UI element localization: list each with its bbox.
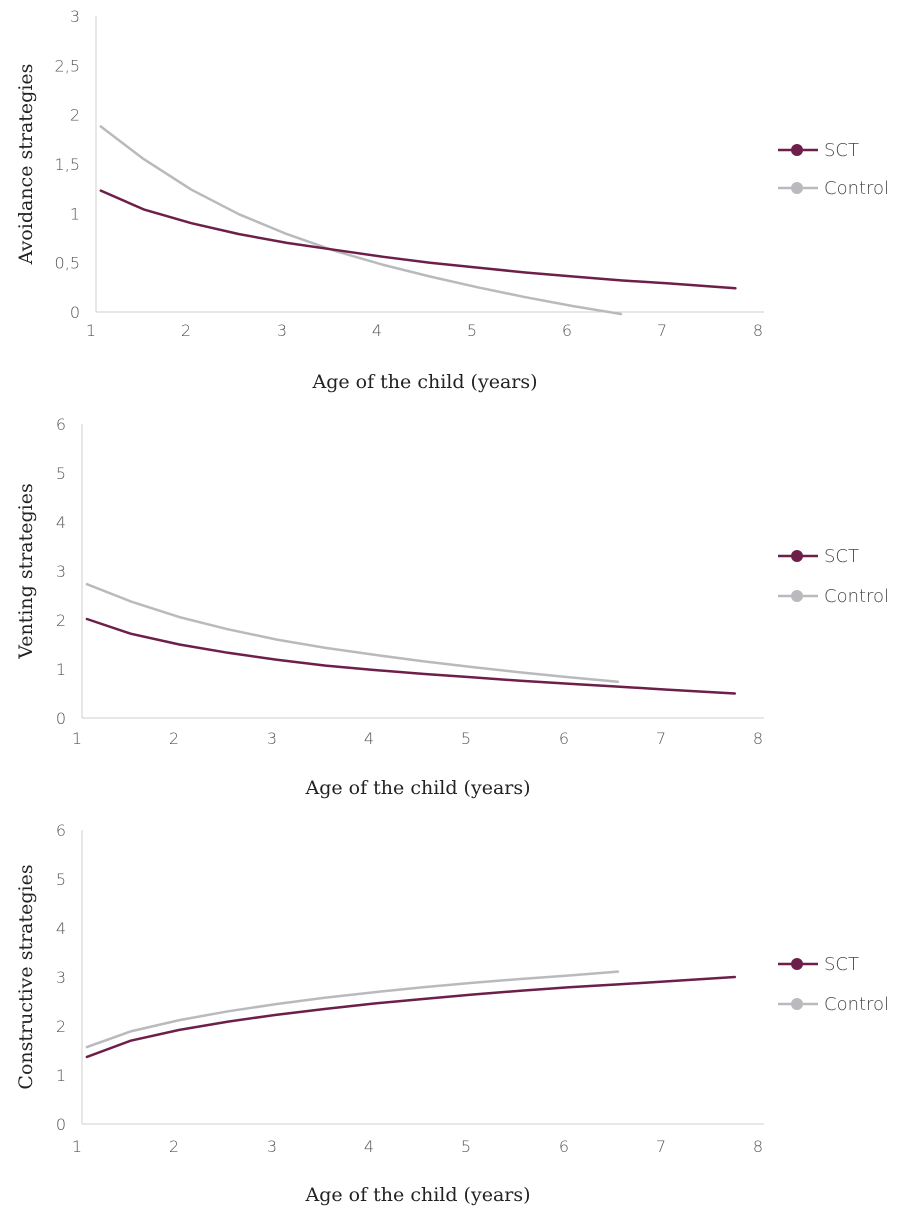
x-tick-label: 7 [657, 321, 667, 340]
legend-label: Control [824, 178, 889, 199]
y-tick-label: 5 [56, 464, 66, 483]
chart-1: 0 0,5 1 1,5 2 2,5 3 1 2 3 4 5 6 7 8 Age of the child (y… [15, 7, 889, 393]
x-axis-title: Age of the child (years) [304, 1184, 530, 1206]
y-tick-label: 2,5 [55, 56, 80, 75]
y-tick-label: 2 [70, 106, 80, 125]
legend-label: Control [824, 994, 889, 1015]
x-tick-label: 3 [267, 729, 277, 748]
y-tick-label: 2 [56, 1017, 66, 1036]
legend-item-control: Control [778, 994, 889, 1015]
y-tick-label: 0 [56, 1115, 66, 1134]
legend-item-sct: SCT [778, 140, 859, 161]
x-axis-title: Age of the child (years) [311, 371, 537, 393]
legend-marker [791, 550, 803, 562]
series-line-sct [85, 617, 737, 695]
y-tick-label: 0 [56, 709, 66, 728]
x-tick-label: 5 [461, 1137, 471, 1156]
y-tick-label: 3 [56, 968, 66, 987]
x-tick-label: 5 [467, 321, 477, 340]
y-tick-label: 6 [56, 415, 66, 434]
x-tick-label: 2 [181, 321, 191, 340]
y-tick-label: 5 [56, 870, 66, 889]
y-tick-label: 6 [56, 821, 66, 840]
y-axis-title: Constructive strategies [15, 864, 37, 1089]
legend-label: SCT [824, 546, 859, 567]
y-tick-label: 2 [56, 611, 66, 630]
legend-item-control: Control [778, 586, 889, 607]
legend-marker [791, 590, 803, 602]
legend-item-sct: SCT [778, 546, 859, 567]
x-tick-label: 6 [559, 1137, 569, 1156]
legend-marker [791, 998, 803, 1010]
x-axis-title: Age of the child (years) [304, 777, 530, 799]
x-tick-label: 7 [656, 729, 666, 748]
y-tick-label: 3 [56, 562, 66, 581]
x-tick-label: 1 [72, 729, 82, 748]
series-line-sct [85, 975, 737, 1059]
x-tick-label: 3 [267, 1137, 277, 1156]
series-line-control [85, 582, 620, 683]
x-tick-label: 1 [72, 1137, 82, 1156]
x-tick-label: 1 [86, 321, 96, 340]
x-tick-label: 2 [169, 1137, 179, 1156]
legend-marker [791, 182, 803, 194]
y-tick-label: 0 [70, 303, 80, 322]
y-axis-title: Venting strategies [15, 483, 37, 660]
legend-item-control: Control [778, 178, 889, 199]
x-tick-label: 2 [169, 729, 179, 748]
x-tick-label: 4 [364, 729, 374, 748]
legend-label: SCT [824, 954, 859, 975]
series-line-sct [99, 189, 737, 290]
x-tick-label: 6 [559, 729, 569, 748]
x-tick-label: 8 [753, 321, 763, 340]
x-tick-label: 8 [753, 729, 763, 748]
legend-label: SCT [824, 140, 859, 161]
series-line-control [85, 970, 620, 1049]
y-tick-label: 0,5 [55, 254, 80, 273]
series-line-control [99, 125, 623, 316]
y-tick-label: 4 [56, 919, 66, 938]
legend-marker [791, 144, 803, 156]
y-axis-title: Avoidance strategies [15, 64, 37, 266]
y-tick-label: 1 [70, 204, 80, 223]
x-tick-label: 4 [372, 321, 382, 340]
x-tick-label: 4 [364, 1137, 374, 1156]
legend-marker [791, 958, 803, 970]
y-tick-label: 4 [56, 513, 66, 532]
legend-label: Control [824, 586, 889, 607]
y-tick-label: 1 [56, 660, 66, 679]
y-tick-label: 1 [56, 1066, 66, 1085]
legend-item-sct: SCT [778, 954, 859, 975]
x-tick-label: 3 [277, 321, 287, 340]
x-tick-label: 6 [562, 321, 572, 340]
x-tick-label: 5 [461, 729, 471, 748]
x-tick-label: 7 [656, 1137, 666, 1156]
x-tick-label: 8 [753, 1137, 763, 1156]
y-tick-label: 1,5 [55, 155, 80, 174]
y-tick-label: 3 [70, 7, 80, 26]
